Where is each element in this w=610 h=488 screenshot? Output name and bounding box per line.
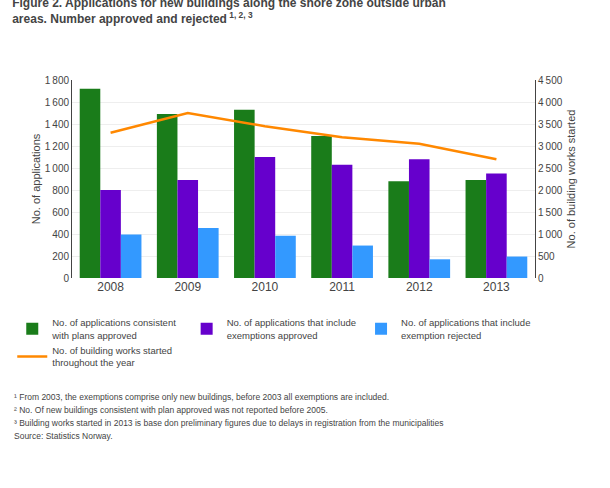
svg-text:1 600: 1 600 xyxy=(45,97,70,108)
svg-text:4 000: 4 000 xyxy=(538,97,563,108)
svg-text:No. of applications that inclu: No. of applications that includeexemptio… xyxy=(401,317,530,340)
svg-text:3 500: 3 500 xyxy=(538,119,563,130)
svg-text:400: 400 xyxy=(52,229,69,240)
svg-text:1 500: 1 500 xyxy=(538,207,563,218)
svg-text:³ Building works started in 20: ³ Building works started in 2013 is base… xyxy=(14,418,443,428)
svg-text:1 400: 1 400 xyxy=(45,119,70,130)
svg-text:1 000: 1 000 xyxy=(45,163,70,174)
svg-text:2009: 2009 xyxy=(174,280,201,294)
svg-text:3 000: 3 000 xyxy=(538,141,563,152)
svg-text:800: 800 xyxy=(52,185,69,196)
svg-text:500: 500 xyxy=(538,251,555,262)
svg-text:No. of applications consistent: No. of applications consistentwith plans… xyxy=(51,317,176,340)
svg-text:No. of building works started: No. of building works started xyxy=(565,110,577,249)
svg-text:2010: 2010 xyxy=(252,280,279,294)
svg-text:600: 600 xyxy=(52,207,69,218)
svg-text:2013: 2013 xyxy=(483,280,510,294)
svg-text:2011: 2011 xyxy=(329,280,355,294)
svg-text:0: 0 xyxy=(538,273,544,284)
svg-text:Source: Statistics Norway.: Source: Statistics Norway. xyxy=(14,431,113,441)
svg-text:² No. Of new buildings consist: ² No. Of new buildings consistent with p… xyxy=(14,405,328,415)
svg-text:1 000: 1 000 xyxy=(538,229,563,240)
svg-text:No. of building works startedt: No. of building works startedthroughout … xyxy=(52,345,172,368)
svg-text:No. of applications that inclu: No. of applications that includeexemptio… xyxy=(227,317,356,340)
svg-text:200: 200 xyxy=(52,251,69,262)
svg-text:Figure 2. Applications for new: Figure 2. Applications for new buildings… xyxy=(12,0,446,26)
svg-text:4 500: 4 500 xyxy=(538,75,563,86)
svg-text:2 000: 2 000 xyxy=(538,185,563,196)
svg-text:1 200: 1 200 xyxy=(45,141,70,152)
svg-text:¹ From 2003, the exemptions co: ¹ From 2003, the exemptions comprise onl… xyxy=(14,392,389,402)
svg-text:0: 0 xyxy=(63,273,69,284)
svg-text:No. of applications: No. of applications xyxy=(30,133,42,224)
svg-text:2012: 2012 xyxy=(406,280,433,294)
svg-text:2008: 2008 xyxy=(97,280,124,294)
svg-text:2 500: 2 500 xyxy=(538,163,563,174)
svg-text:1 800: 1 800 xyxy=(45,75,70,86)
